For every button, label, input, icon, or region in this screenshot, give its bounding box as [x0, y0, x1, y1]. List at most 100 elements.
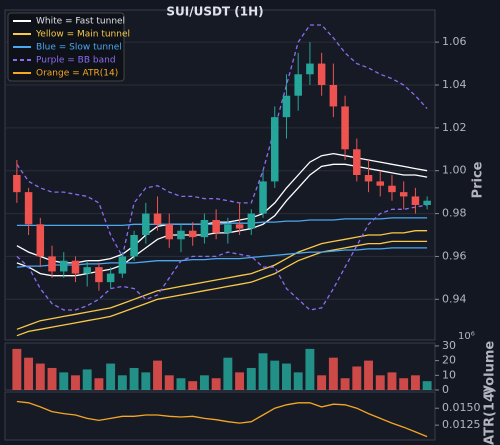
- volume-bar: [59, 372, 69, 390]
- candle-body: [118, 256, 127, 274]
- candle-body: [399, 192, 408, 197]
- y-tick-label: 0.94: [442, 292, 467, 305]
- marks: [12, 24, 432, 438]
- candle-body: [235, 224, 244, 229]
- volume-bar: [293, 372, 303, 390]
- candle-body: [247, 213, 256, 229]
- candle-body: [294, 74, 302, 96]
- volume-bar: [199, 375, 209, 390]
- candle-body: [142, 213, 150, 235]
- volume-bar: [188, 381, 198, 390]
- volume-bar: [176, 378, 186, 390]
- volume-bar: [106, 363, 116, 390]
- volume-bar: [235, 372, 245, 390]
- candle-body: [24, 192, 33, 225]
- volume-bar: [153, 360, 162, 390]
- candle-body: [130, 235, 138, 257]
- volume-bar: [82, 369, 92, 390]
- band-line: [16, 247, 428, 268]
- volume-bar: [352, 366, 362, 390]
- y-tick-label: 30: [442, 339, 456, 352]
- candle-body: [364, 175, 373, 182]
- candle-body: [13, 175, 21, 193]
- volume-bar: [35, 363, 45, 390]
- volume-bar: [24, 357, 34, 390]
- candle-body: [388, 185, 396, 193]
- y-tick-label: 1.02: [442, 121, 467, 134]
- volume-bar: [305, 348, 315, 390]
- y-axis-label: Price: [471, 161, 486, 198]
- volume-bar: [141, 372, 151, 390]
- legend: White = Fast tunnel Yellow = Main tunnel B…: [13, 17, 130, 79]
- volume-bar: [71, 375, 80, 390]
- candle-body: [270, 117, 279, 182]
- chart-title: SUI/USDT (1H): [166, 5, 263, 19]
- atr-panel: [4, 391, 436, 441]
- band-line: [16, 230, 428, 330]
- y-tick-label: 0: [442, 383, 449, 396]
- y-tick-label: 0.0150: [442, 401, 481, 414]
- y-tick-label: 1.06: [442, 35, 467, 48]
- volume-bar: [399, 378, 409, 390]
- volume-bar: [282, 363, 291, 390]
- candle-body: [95, 267, 103, 283]
- legend-label: Purple = BB band: [36, 56, 116, 66]
- band-line: [16, 204, 428, 311]
- y-tick-label: 0.0125: [442, 418, 481, 431]
- candle-body: [177, 230, 185, 240]
- volume-bar: [328, 357, 338, 390]
- band-line: [16, 240, 428, 337]
- candle-body: [306, 63, 314, 75]
- volume-bar: [270, 360, 280, 390]
- candle-body: [153, 213, 162, 225]
- y-tick-label: 0.96: [442, 249, 467, 262]
- volume-bar: [211, 378, 221, 390]
- y-tick-label: 0.98: [442, 207, 467, 220]
- candle-body: [106, 273, 115, 283]
- y-tick-label: 10: [442, 368, 456, 381]
- candle-body: [83, 267, 91, 274]
- candle-body: [329, 85, 338, 107]
- y-tick-label: 1.04: [442, 78, 467, 91]
- volume-bar: [129, 367, 139, 390]
- candle-body: [376, 181, 385, 186]
- candle-body: [224, 224, 232, 233]
- candle-body: [71, 260, 80, 274]
- band-line: [16, 24, 428, 259]
- candle-body: [48, 256, 56, 272]
- y-axis-label: ATR(14): [483, 387, 498, 445]
- candle-body: [341, 106, 349, 150]
- candle-body: [317, 63, 326, 85]
- offset-label: 10⁶: [458, 331, 475, 342]
- legend-label: Yellow = Main tunnel: [35, 30, 130, 40]
- y-tick-label: 1.00: [442, 164, 467, 177]
- candle-body: [165, 224, 174, 240]
- volume-bar: [387, 372, 397, 390]
- candle-body: [212, 220, 220, 233]
- volume-bar: [47, 367, 57, 390]
- candle-body: [259, 181, 267, 214]
- y-tick-label: 20: [442, 354, 456, 367]
- legend-label: Orange = ATR(14): [36, 69, 118, 79]
- y-axis-label: Volume: [483, 341, 498, 396]
- volume-bar: [340, 378, 350, 390]
- candle-body: [188, 230, 197, 238]
- volume-bar: [223, 357, 233, 390]
- volume-bar: [317, 375, 327, 390]
- candle-body: [353, 149, 361, 175]
- band-line: [16, 217, 428, 227]
- legend-label: Blue = Slow tunnel: [36, 43, 122, 53]
- candle-body: [411, 196, 420, 205]
- volume-bar: [94, 378, 104, 390]
- volume-bar: [375, 375, 385, 390]
- candle-body: [36, 224, 45, 257]
- volume-bar: [422, 381, 432, 390]
- volume-bar: [246, 367, 256, 390]
- candle-body: [282, 95, 291, 118]
- atr-line: [16, 400, 428, 438]
- volume-bar: [12, 348, 22, 390]
- candle-body: [423, 200, 431, 205]
